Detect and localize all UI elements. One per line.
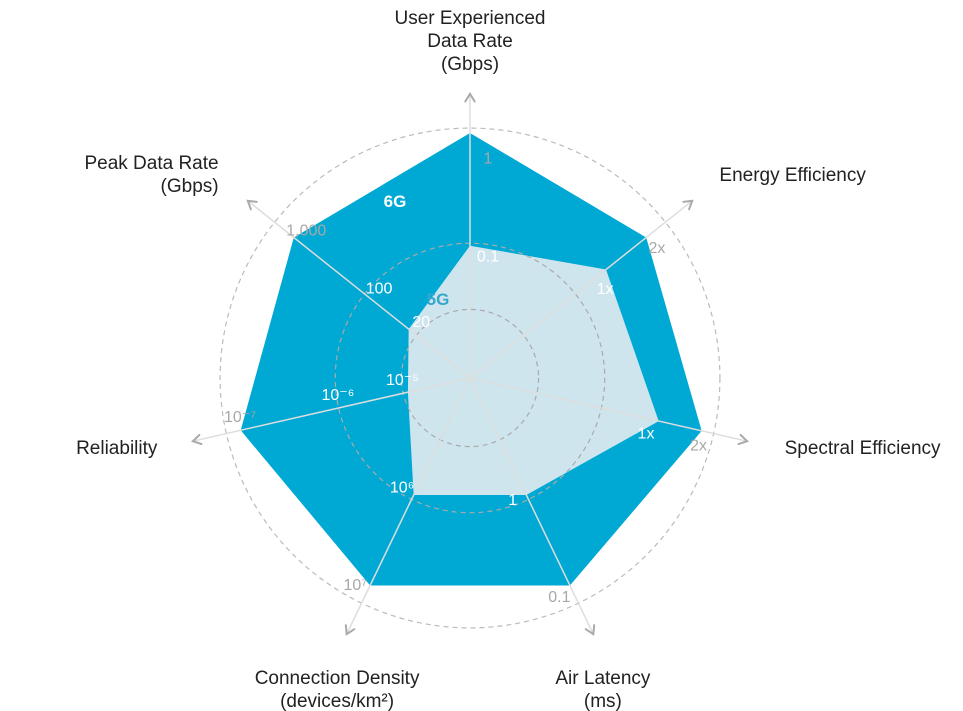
grid-ring-1 [400,308,540,448]
axis-label-line: Air Latency [555,668,651,689]
tick-label: 1,000 [286,223,326,240]
axis-label-line: Peak Data Rate [84,153,218,174]
axis-arrow [737,433,749,446]
tick-label: 100 [366,281,393,298]
series-label-6g: 6G [384,192,407,211]
axis-label: Energy Efficiency [719,165,866,186]
axis-label: User Experienced Data Rate (Gbps) [394,8,545,75]
tick-label: 1x [597,281,614,298]
axis-label-line: User Experienced [394,8,545,29]
tick-label: 10⁻⁶ [321,387,354,404]
axis-label: Connection Density (devices/km²) [255,668,420,711]
axis-label-line: (ms) [584,691,622,711]
axis-label-line: Spectral Efficiency [785,438,941,459]
tick-label: 1 [508,492,517,509]
axis-arrow [191,433,203,446]
axis-label-line: Reliability [76,438,158,459]
tick-label: 20 [412,314,430,331]
axis-arrow [584,624,596,636]
tick-label: 2x [648,240,665,257]
tick-label: 1x [638,426,655,443]
axis-line [469,377,594,635]
tick-label: 10⁷ [344,577,368,594]
axis-label: Spectral Efficiency [785,438,941,459]
tick-label: 10⁻⁷ [224,409,256,426]
axis-line [247,200,471,379]
outer-ring [219,127,721,629]
series-label-5g: 5G [427,290,450,309]
axis-arrow [682,199,694,211]
axis-label-line: (Gbps) [161,176,219,197]
axis-label-line: Energy Efficiency [719,165,866,186]
axis-label-line: Connection Density [255,668,420,689]
tick-label: 1 [484,151,493,168]
tick-label: 10⁻⁵ [386,372,419,389]
axis-line [346,377,471,635]
axis-arrow [344,624,356,636]
axis-label: Peak Data Rate (Gbps) [84,153,218,197]
axis-line [192,377,471,442]
axis-arrow [464,91,476,103]
axis-label-line: (devices/km²) [280,691,394,711]
tick-label: 0.1 [548,589,570,606]
axis-label: Air Latency (ms) [555,668,651,711]
axis-label-line: (Gbps) [441,54,499,75]
tick-label: 10⁶ [390,480,414,497]
axis-arrow [246,199,258,211]
axis-line [469,200,693,379]
tick-label: 0.1 [477,249,499,266]
axis-label-line: Data Rate [427,31,513,52]
axis-line [469,377,748,442]
axis-label: Reliability [76,438,158,459]
tick-label: 2x [690,438,707,455]
